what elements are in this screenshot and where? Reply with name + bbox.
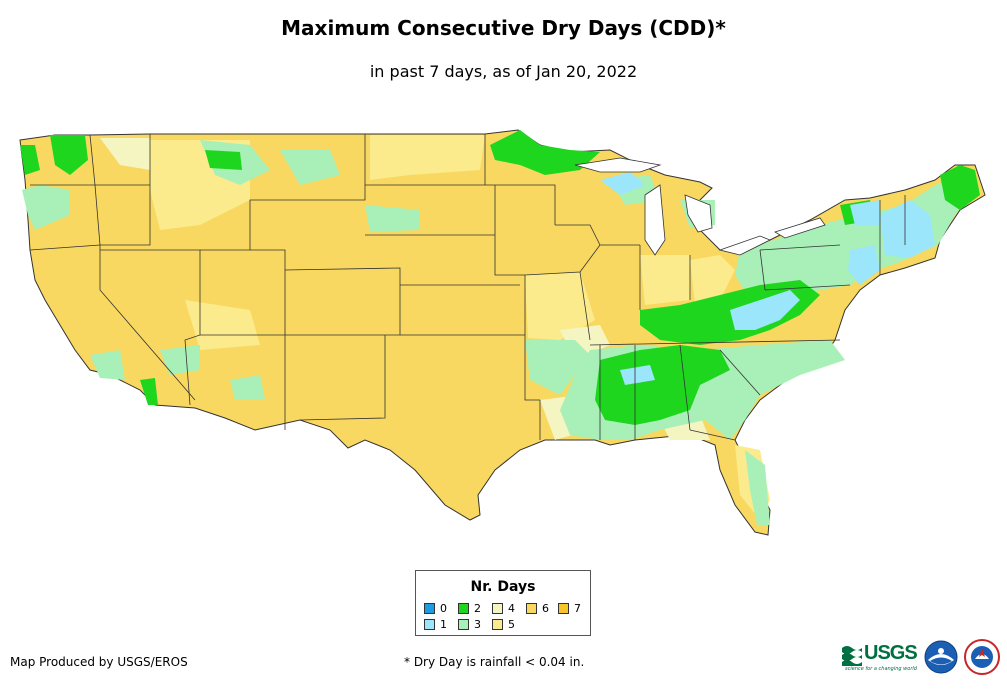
usgs-tagline: science for a changing world (845, 666, 917, 672)
legend-item-3: 3 (458, 618, 481, 631)
legend-swatch-1 (424, 619, 435, 630)
legend-swatch-6 (526, 603, 537, 614)
usgs-wordmark: USGS (864, 642, 918, 664)
legend-item-7: 7 (558, 602, 581, 615)
legend-swatch-5 (492, 619, 503, 630)
map-title: Maximum Consecutive Dry Days (CDD)* (281, 16, 726, 40)
map-subtitle: in past 7 days, as of Jan 20, 2022 (369, 62, 638, 81)
state-boundaries (29, 134, 906, 441)
legend-item-6: 6 (526, 602, 549, 615)
footnote-text: * Dry Day is rainfall < 0.04 in. (404, 655, 585, 669)
legend-item-0: 0 (424, 602, 447, 615)
legend-item-2: 2 (458, 602, 481, 615)
usgs-wave-icon (842, 646, 862, 666)
legend-label-5: 5 (508, 618, 515, 631)
legend-swatch-0 (424, 603, 435, 614)
legend-label-0: 0 (440, 602, 447, 615)
legend-swatch-7 (558, 603, 569, 614)
legend-item-1: 1 (424, 618, 447, 631)
noaa-logo-icon (924, 640, 958, 674)
legend-label-4: 4 (508, 602, 515, 615)
nws-logo-icon (964, 639, 1000, 675)
legend-item-5: 5 (492, 618, 515, 631)
great-lakes (574, 157, 826, 256)
legend-title: Nr. Days (470, 579, 536, 595)
legend-item-4: 4 (492, 602, 515, 615)
conus-land (19, 129, 986, 536)
legend: Nr. Days 0 1 2 3 4 5 6 7 (415, 570, 591, 636)
zones-1-day (600, 172, 935, 385)
legend-label-3: 3 (474, 618, 481, 631)
legend-swatch-3 (458, 619, 469, 630)
usgs-logo: USGS science for a changing world (842, 642, 918, 674)
legend-swatch-2 (458, 603, 469, 614)
legend-label-6: 6 (542, 602, 549, 615)
credit-text: Map Produced by USGS/EROS (10, 655, 188, 669)
legend-swatch-4 (492, 603, 503, 614)
legend-label-2: 2 (474, 602, 481, 615)
legend-label-7: 7 (574, 602, 581, 615)
legend-label-1: 1 (440, 618, 447, 631)
